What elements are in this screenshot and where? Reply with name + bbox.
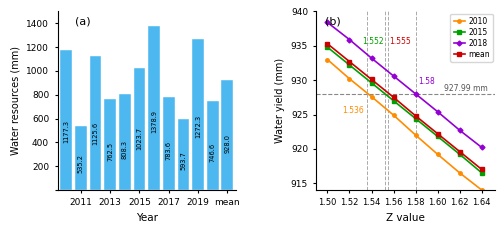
2018 <box>368 57 374 60</box>
2015 <box>390 99 396 102</box>
Text: 1378.9: 1378.9 <box>151 110 157 133</box>
2015 <box>479 172 485 174</box>
Text: 1177.3: 1177.3 <box>64 120 70 143</box>
Bar <box>163 97 174 190</box>
Text: 535.2: 535.2 <box>78 154 84 173</box>
mean <box>412 114 418 117</box>
mean <box>434 132 440 135</box>
Text: 1.58: 1.58 <box>418 77 434 86</box>
Bar <box>90 56 102 190</box>
2018 <box>456 129 462 132</box>
2010 <box>479 189 485 191</box>
mean <box>479 168 485 171</box>
Text: 762.5: 762.5 <box>107 142 113 161</box>
Text: (b): (b) <box>326 17 341 27</box>
2015 <box>434 135 440 138</box>
Bar <box>207 101 218 190</box>
2018 <box>324 21 330 24</box>
Y-axis label: Water yield (mm): Water yield (mm) <box>276 58 285 143</box>
2010 <box>412 134 418 136</box>
2018 <box>390 75 396 77</box>
Text: 593.7: 593.7 <box>180 151 186 170</box>
Y-axis label: Water resources (mm): Water resources (mm) <box>10 46 20 155</box>
2015 <box>456 153 462 156</box>
Text: 1023.7: 1023.7 <box>136 127 142 150</box>
2015 <box>368 82 374 84</box>
Text: 1125.6: 1125.6 <box>92 122 98 145</box>
Text: 928.0: 928.0 <box>224 134 230 153</box>
Text: 927.99 mm: 927.99 mm <box>444 84 488 93</box>
mean <box>346 60 352 63</box>
Line: 2010: 2010 <box>326 58 484 192</box>
Text: 783.6: 783.6 <box>166 141 172 160</box>
Text: 808.3: 808.3 <box>122 140 128 159</box>
2015 <box>346 64 352 66</box>
2018 <box>434 110 440 113</box>
2010 <box>456 172 462 174</box>
2010 <box>434 153 440 156</box>
mean <box>324 42 330 45</box>
mean <box>390 96 396 99</box>
Bar <box>192 38 204 190</box>
Bar <box>222 79 233 190</box>
X-axis label: Year: Year <box>136 213 158 223</box>
2015 <box>412 117 418 120</box>
Text: (a): (a) <box>76 17 91 27</box>
Text: 1272.3: 1272.3 <box>195 115 201 138</box>
mean <box>456 150 462 153</box>
2010 <box>324 58 330 61</box>
2010 <box>368 95 374 98</box>
Line: mean: mean <box>326 42 484 171</box>
Bar <box>119 94 130 190</box>
2015 <box>324 46 330 49</box>
2018 <box>479 146 485 149</box>
Line: 2015: 2015 <box>326 45 484 175</box>
Bar <box>134 68 145 190</box>
Line: 2018: 2018 <box>326 21 484 149</box>
Text: 1.552: 1.552 <box>362 37 384 46</box>
Bar <box>148 26 160 190</box>
Text: 1.555: 1.555 <box>389 37 411 46</box>
Bar <box>60 50 72 190</box>
Bar <box>178 119 189 190</box>
Text: 1.536: 1.536 <box>342 106 364 114</box>
2018 <box>412 93 418 95</box>
2010 <box>346 77 352 80</box>
Bar <box>75 126 87 190</box>
X-axis label: Z value: Z value <box>386 213 425 223</box>
Legend: 2010, 2015, 2018, mean: 2010, 2015, 2018, mean <box>450 14 492 62</box>
Bar <box>104 99 116 190</box>
mean <box>368 78 374 81</box>
Text: 746.6: 746.6 <box>210 143 216 162</box>
2018 <box>346 38 352 41</box>
2010 <box>390 114 396 117</box>
